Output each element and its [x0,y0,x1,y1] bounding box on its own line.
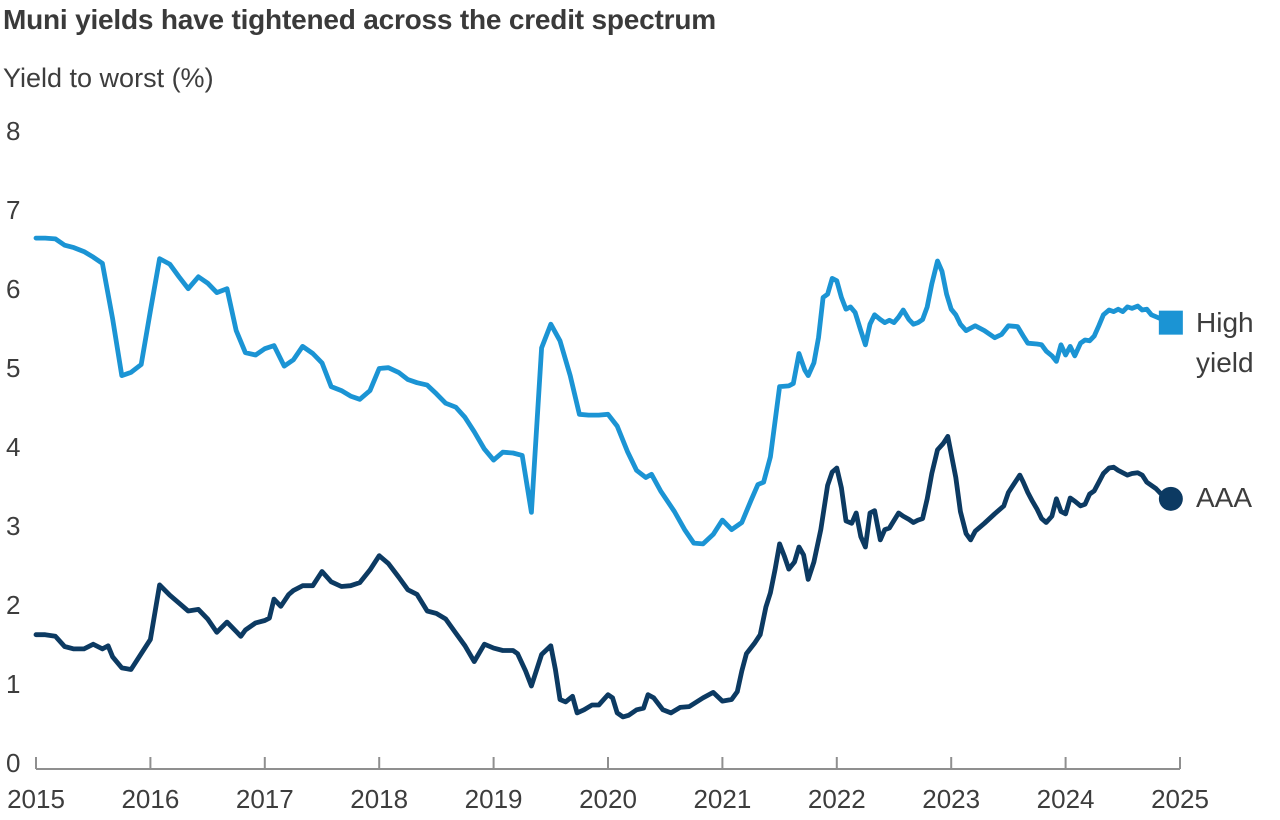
high-yield-end-marker [1158,310,1183,335]
legend-label-aaa: AAA [1196,482,1253,513]
x-tick-label-2025: 2025 [1151,784,1209,814]
aaa-end-marker [1158,486,1183,511]
y-tick-label-4: 4 [6,432,20,462]
chart-title: Muni yields have tightened across the cr… [3,4,716,35]
x-tick-label-2018: 2018 [350,784,408,814]
y-tick-label-1: 1 [6,669,20,699]
x-tick-label-2023: 2023 [922,784,980,814]
y-tick-label-6: 6 [6,274,20,304]
legend-label-high-yield: High yield [1196,307,1254,378]
y-tick-label-7: 7 [6,195,20,225]
x-tick-label-2021: 2021 [693,784,751,814]
y-tick-label-0: 0 [6,748,20,778]
y-tick-label-3: 3 [6,511,20,541]
x-tick-label-2024: 2024 [1037,784,1095,814]
y-tick-label-5: 5 [6,353,20,383]
x-tick-label-2015: 2015 [7,784,65,814]
aaa-line [33,433,1174,720]
y-tick-label-8: 8 [6,116,20,146]
x-tick-label-2016: 2016 [121,784,179,814]
y-axis-unit-label: Yield to worst (%) [3,63,214,93]
x-tick-label-2017: 2017 [236,784,294,814]
y-tick-label-2: 2 [6,590,20,620]
x-tick-label-2022: 2022 [808,784,866,814]
x-tick-label-2019: 2019 [465,784,523,814]
x-tick-label-2020: 2020 [579,784,637,814]
high-yield-line [33,235,1174,547]
